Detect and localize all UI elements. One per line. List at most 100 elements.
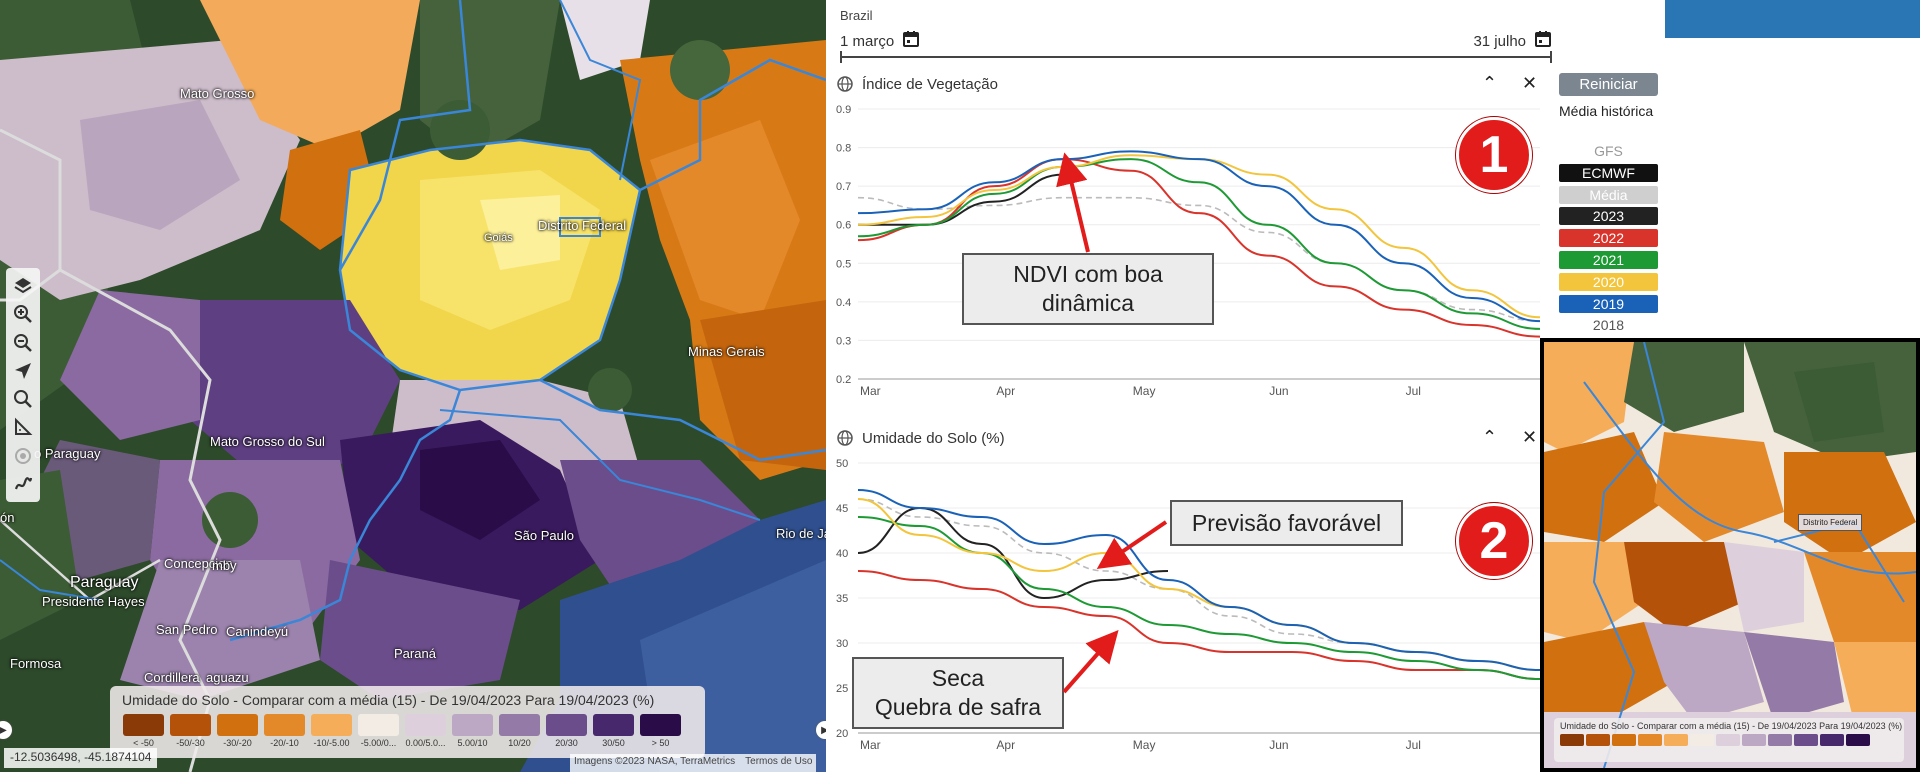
y-tick-label: 20 xyxy=(836,728,848,740)
x-tick-label: Jun xyxy=(1269,738,1288,752)
map-label-cordillera: Cordillera xyxy=(144,670,200,685)
legend-item-2018[interactable]: 2018 xyxy=(1559,316,1658,335)
legend-item-2022[interactable]: 2022 xyxy=(1559,229,1658,248)
inset-legend-swatch xyxy=(1638,734,1662,746)
series-line-2021[interactable] xyxy=(857,158,1541,330)
collapse-left-button[interactable]: ▶ xyxy=(0,721,12,739)
legend-class: 5.00/10 xyxy=(451,714,494,748)
zoom-out-button[interactable] xyxy=(10,330,36,356)
series-line-2023[interactable] xyxy=(857,506,1169,600)
inset-legend-swatch xyxy=(1742,734,1766,746)
map-label-concepcion: Concepcion xyxy=(164,556,233,571)
close-button[interactable]: ✕ xyxy=(1522,73,1537,94)
series-line-2022[interactable] xyxy=(857,570,1541,680)
badge-1: 1 xyxy=(1456,117,1532,193)
legend-swatch-label: 5.00/10 xyxy=(457,738,488,748)
series-line-2019[interactable] xyxy=(857,150,1541,323)
legend-item-ecmwf[interactable]: ECMWF xyxy=(1559,163,1658,182)
search-icon xyxy=(14,390,32,409)
collapse-button[interactable]: ⌃ xyxy=(1482,427,1497,448)
legend-swatch xyxy=(405,714,446,736)
range-start-handle[interactable] xyxy=(840,51,842,63)
legend-class: 20/30 xyxy=(545,714,588,748)
legend-item-2021[interactable]: 2021 xyxy=(1559,251,1658,269)
terms-link[interactable]: Termos de Uso xyxy=(745,756,813,767)
inset-legend-swatch xyxy=(1664,734,1688,746)
map-label-paraguay: Paraguay xyxy=(70,574,139,591)
start-date[interactable]: 1 março xyxy=(840,30,920,52)
layers-icon xyxy=(14,278,32,294)
calendar-icon[interactable] xyxy=(902,30,920,52)
inset-map[interactable]: Distrito Federal Umidade do Solo - Compa… xyxy=(1540,338,1920,772)
legend-item-2019[interactable]: 2019 xyxy=(1559,294,1658,313)
inset-legend-title: Umidade do Solo - Comparar com a média (… xyxy=(1560,721,1903,731)
expand-panel-button[interactable]: ▶ xyxy=(816,721,826,739)
locate-button[interactable] xyxy=(10,358,36,384)
legend-item-2023[interactable]: 2023 xyxy=(1559,207,1658,226)
range-track[interactable] xyxy=(840,56,1552,58)
reset-button[interactable]: Reiniciar xyxy=(1559,73,1658,96)
collapse-button[interactable]: ⌃ xyxy=(1482,73,1497,94)
zoom-in-button[interactable] xyxy=(10,301,36,327)
series-line-2019[interactable] xyxy=(857,489,1541,671)
map-label-distrito-federal: Distrito Federal xyxy=(538,218,627,233)
close-button[interactable]: ✕ xyxy=(1522,427,1537,448)
legend-class: -5.00/0... xyxy=(357,714,400,748)
x-tick-label: May xyxy=(1133,384,1156,398)
y-tick-label: 45 xyxy=(836,503,848,515)
y-tick-label: 0.9 xyxy=(836,104,851,116)
x-tick-label: Apr xyxy=(996,738,1015,752)
series-line-2023[interactable] xyxy=(858,173,1063,226)
legend-swatch xyxy=(452,714,493,736)
legend-item-gfs[interactable]: GFS xyxy=(1559,142,1658,160)
end-date[interactable]: 31 julho xyxy=(1473,30,1552,52)
y-tick-label: 40 xyxy=(836,548,848,560)
x-tick-label: Jul xyxy=(1406,384,1421,398)
soil-moisture-map[interactable]: Mato Grosso Goiás Distrito Federal Minas… xyxy=(0,0,826,772)
drought-callout-line2: Quebra de safra xyxy=(874,694,1042,720)
legend-class: < -50 xyxy=(122,714,165,748)
inset-legend-swatch xyxy=(1846,734,1870,746)
series-line-2020[interactable] xyxy=(857,154,1541,319)
legend-class: -30/-20 xyxy=(216,714,259,748)
map-label-san-pedro: San Pedro xyxy=(156,622,218,637)
legend-swatch-label: 0.00/5.0... xyxy=(405,738,446,748)
map-label-canindeyu: Canindeyú xyxy=(226,624,289,639)
chevron-right-icon: ▶ xyxy=(821,724,826,736)
target-button[interactable] xyxy=(10,443,36,469)
inset-legend-swatch xyxy=(1586,734,1610,746)
legend-swatch-label: 30/50 xyxy=(602,738,625,748)
legend-item-média[interactable]: Média xyxy=(1559,185,1658,204)
x-tick-label: Mar xyxy=(860,738,881,752)
layers-button[interactable] xyxy=(10,273,36,299)
legend-swatch-label: 10/20 xyxy=(508,738,531,748)
map-legend-swatches: < -50 -50/-30 -30/-20 -20/-10 -10/-5.00 -5.00… xyxy=(122,714,693,748)
ndvi-callout-line2: dinâmica xyxy=(1041,290,1135,316)
close-icon: ✕ xyxy=(1522,73,1538,93)
map-label-rio: Rio de Ja xyxy=(776,526,826,541)
inset-legend: Umidade do Solo - Comparar com a média (… xyxy=(1554,718,1904,762)
search-button[interactable] xyxy=(10,386,36,412)
badge-2: 2 xyxy=(1456,503,1532,579)
calendar-icon[interactable] xyxy=(1534,30,1552,52)
legend-swatch-label: -20/-10 xyxy=(270,738,299,748)
legend-swatch xyxy=(640,714,681,736)
range-end-handle[interactable] xyxy=(1550,51,1552,63)
map-canvas[interactable] xyxy=(0,0,826,772)
ndvi-panel-title: Índice de Vegetação xyxy=(862,75,998,93)
legend-swatch-label: -10/-5.00 xyxy=(313,738,350,748)
measure-button[interactable] xyxy=(10,414,36,440)
x-tick-label: Apr xyxy=(996,384,1015,398)
date-range-slider[interactable]: Brazil 1 março 31 julho xyxy=(840,4,1552,64)
map-label-minas-gerais: Minas Gerais xyxy=(688,344,765,359)
legend-swatch xyxy=(499,714,540,736)
ndvi-arrow xyxy=(1056,152,1090,253)
draw-button[interactable] xyxy=(10,471,36,497)
legend-swatch-label: 20/30 xyxy=(555,738,578,748)
legend-item-2020[interactable]: 2020 xyxy=(1559,272,1658,291)
map-label-sao-paulo: São Paulo xyxy=(514,528,574,543)
map-label-presidente-hayes: Presidente Hayes xyxy=(42,594,145,609)
legend-swatch xyxy=(593,714,634,736)
legend-swatch xyxy=(170,714,211,736)
